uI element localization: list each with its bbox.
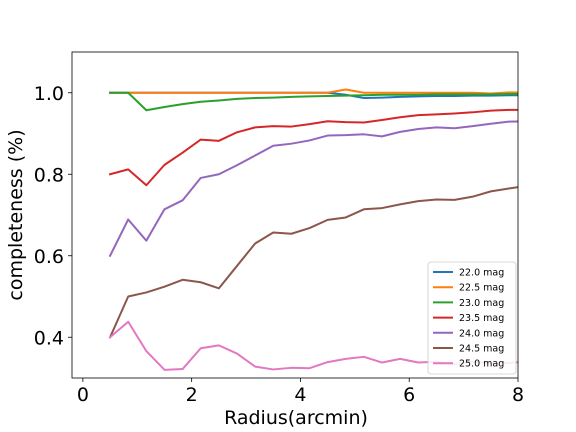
legend-label: 25.0 mag [459, 359, 504, 370]
legend-label: 23.0 mag [459, 298, 504, 309]
legend-label: 22.5 mag [459, 283, 504, 294]
y-axis: 0.4 0.6 0.8 1.0 [34, 83, 72, 349]
x-tick-label: 0 [77, 384, 89, 406]
series-line-24-0-mag [108, 120, 518, 258]
y-tick-label: 1.0 [34, 83, 64, 105]
legend-label: 22.0 mag [459, 268, 504, 279]
series-line-24-5-mag [108, 186, 518, 339]
y-tick-label: 0.4 [34, 327, 64, 349]
x-axis-label: Radius(arcmin) [224, 407, 368, 429]
y-tick-label: 0.8 [34, 164, 64, 186]
y-axis-label: completeness (%) [5, 129, 27, 300]
x-tick-label: 8 [512, 384, 524, 406]
x-tick-label: 2 [186, 384, 198, 406]
y-tick-label: 0.6 [34, 246, 64, 268]
legend: 22.0 mag 22.5 mag 23.0 mag 23.5 mag 24.0 mag… [427, 261, 517, 375]
x-tick-label: 6 [403, 384, 415, 406]
series-line-23-0-mag [109, 91, 518, 112]
legend-box [427, 261, 517, 375]
x-axis: 0 2 4 6 8 [77, 378, 524, 406]
plot-frame [71, 51, 519, 379]
legend-label: 23.5 mag [459, 313, 504, 324]
legend-label: 24.5 mag [459, 344, 504, 355]
series-line-22-5-mag [109, 88, 518, 95]
x-tick-label: 4 [294, 384, 306, 406]
legend-items: 22.0 mag 22.5 mag 23.0 mag 23.5 mag 24.0 mag… [433, 268, 504, 370]
legend-label: 24.0 mag [459, 328, 504, 339]
series-line-23-5-mag [108, 108, 518, 187]
